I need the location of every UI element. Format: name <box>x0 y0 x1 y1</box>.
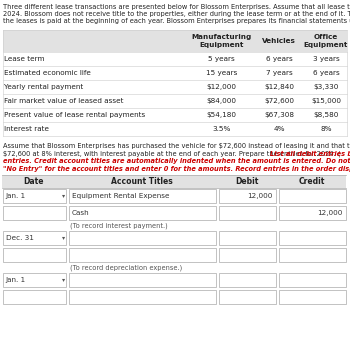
Bar <box>2 248 65 262</box>
Text: $67,308: $67,308 <box>264 112 294 118</box>
Bar <box>2 290 65 304</box>
Text: 4%: 4% <box>273 126 285 132</box>
Text: 3.5%: 3.5% <box>212 126 231 132</box>
Text: Estimated economic life: Estimated economic life <box>4 70 91 76</box>
Bar <box>279 206 345 220</box>
Text: ▾: ▾ <box>62 193 65 199</box>
Text: the leases is paid at the beginning of each year. Blossom Enterprises prepares i: the leases is paid at the beginning of e… <box>3 19 350 24</box>
Text: Jan. 1: Jan. 1 <box>6 277 26 283</box>
Bar <box>69 231 216 245</box>
Text: Assume that Blossom Enterprises has purchased the vehicle for $72,600 instead of: Assume that Blossom Enterprises has purc… <box>3 143 350 149</box>
Text: 12,000: 12,000 <box>247 193 273 199</box>
Text: $54,180: $54,180 <box>206 112 237 118</box>
Text: 2024. Blossom does not receive title to the properties, either during the lease : 2024. Blossom does not receive title to … <box>3 11 350 17</box>
Text: Cash: Cash <box>71 210 89 216</box>
Text: ▾: ▾ <box>62 277 65 282</box>
Text: Fair market value of leased asset: Fair market value of leased asset <box>4 98 124 104</box>
Text: $72,600 at 8% interest, with interest payable at the end of each year. Prepare t: $72,600 at 8% interest, with interest pa… <box>3 151 341 157</box>
Text: Jan. 1: Jan. 1 <box>6 193 26 199</box>
Text: Equipment: Equipment <box>199 42 244 48</box>
Bar <box>279 273 345 287</box>
Text: Credit: Credit <box>299 176 325 185</box>
Text: Account Titles: Account Titles <box>111 176 173 185</box>
Bar <box>69 248 216 262</box>
Bar <box>2 189 65 203</box>
Text: 5 years: 5 years <box>208 56 235 62</box>
Text: Equipment: Equipment <box>304 42 348 48</box>
Text: (To record depreciation expense.): (To record depreciation expense.) <box>70 265 182 271</box>
Bar <box>218 290 275 304</box>
Bar <box>279 231 345 245</box>
Text: Yearly rental payment: Yearly rental payment <box>4 84 83 90</box>
Text: Lease term: Lease term <box>4 56 44 62</box>
Text: $12,840: $12,840 <box>264 84 294 90</box>
Bar <box>3 30 347 52</box>
Text: "No Entry" for the account titles and enter 0 for the amounts. Record entries in: "No Entry" for the account titles and en… <box>3 166 350 172</box>
Text: $84,000: $84,000 <box>206 98 237 104</box>
Bar <box>279 248 345 262</box>
Text: 6 years: 6 years <box>313 70 340 76</box>
Text: Manufacturing: Manufacturing <box>191 34 252 40</box>
Bar <box>2 231 65 245</box>
Text: ▾: ▾ <box>62 236 65 241</box>
Text: 3 years: 3 years <box>313 56 340 62</box>
Bar <box>218 248 275 262</box>
Text: Date: Date <box>24 176 44 185</box>
Bar <box>218 273 275 287</box>
Bar <box>69 206 216 220</box>
Text: $72,600: $72,600 <box>264 98 294 104</box>
Text: Three different lease transactions are presented below for Blossom Enterprises. : Three different lease transactions are p… <box>3 4 350 9</box>
Bar <box>2 175 346 188</box>
Text: Vehicles: Vehicles <box>262 38 296 44</box>
Bar <box>69 273 216 287</box>
Text: entries. Credit account titles are automatically indented when the amount is ent: entries. Credit account titles are autom… <box>3 158 350 164</box>
Text: $12,000: $12,000 <box>206 84 237 90</box>
Text: 6 years: 6 years <box>266 56 292 62</box>
Text: Office: Office <box>314 34 338 40</box>
Text: $8,580: $8,580 <box>313 112 339 118</box>
Text: List all debit entries before credit: List all debit entries before credit <box>270 151 350 156</box>
Bar <box>218 231 275 245</box>
Text: Present value of lease rental payments: Present value of lease rental payments <box>4 112 145 118</box>
Bar <box>69 189 216 203</box>
Bar <box>69 290 216 304</box>
Text: 7 years: 7 years <box>266 70 292 76</box>
Bar <box>2 206 65 220</box>
Text: $3,330: $3,330 <box>313 84 339 90</box>
Bar <box>279 189 345 203</box>
Text: 15 years: 15 years <box>206 70 237 76</box>
Bar <box>218 206 275 220</box>
Text: Equipment Rental Expense: Equipment Rental Expense <box>71 193 169 199</box>
Bar <box>279 290 345 304</box>
Text: Interest rate: Interest rate <box>4 126 49 132</box>
Text: 8%: 8% <box>320 126 332 132</box>
Text: $15,000: $15,000 <box>311 98 341 104</box>
Text: 12,000: 12,000 <box>317 210 343 216</box>
Text: Dec. 31: Dec. 31 <box>6 235 33 241</box>
Bar <box>2 273 65 287</box>
Bar <box>218 189 275 203</box>
Text: Debit: Debit <box>235 176 259 185</box>
Text: (To record interest payment.): (To record interest payment.) <box>70 223 168 229</box>
